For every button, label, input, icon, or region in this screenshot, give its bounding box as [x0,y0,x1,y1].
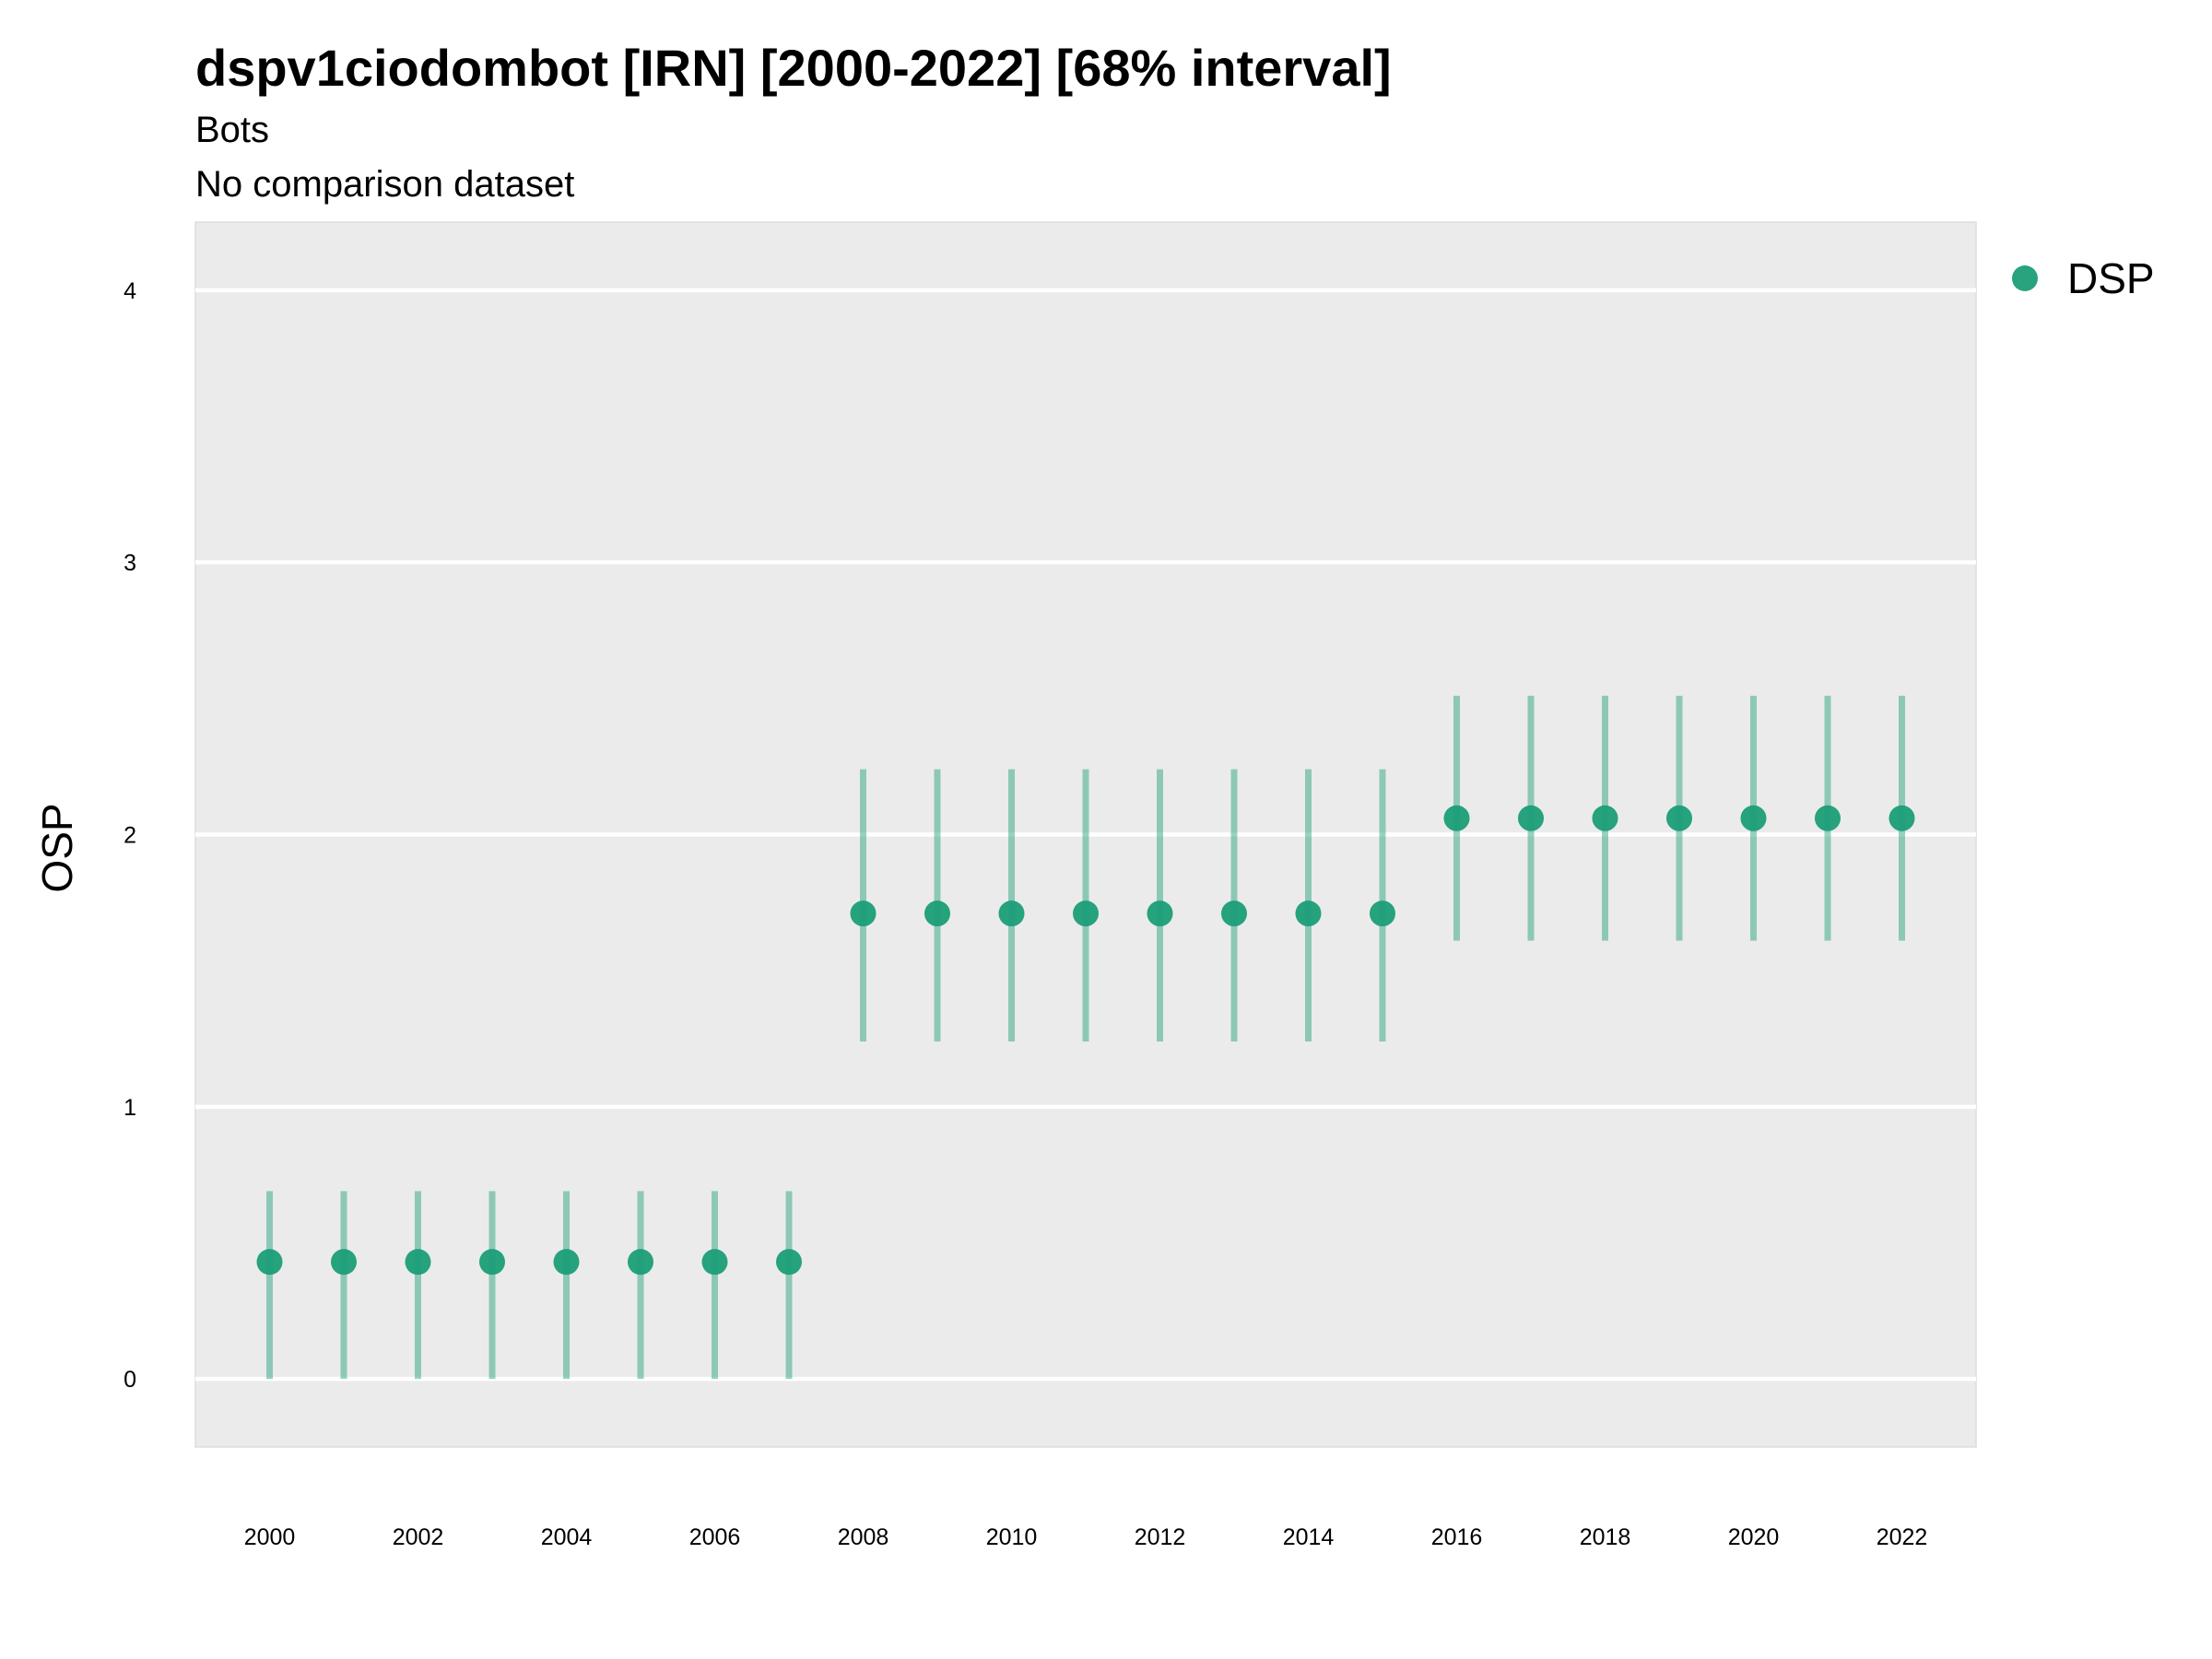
x-tick-label: 2004 [541,1524,593,1550]
x-tick-label: 2018 [1580,1524,1631,1550]
chart-title: dspv1ciodombot [IRN] [2000-2022] [68% in… [195,39,1392,97]
data-point [479,1249,505,1276]
chart-subtitle-line-2: No comparison dataset [195,164,574,205]
data-point [331,1249,357,1276]
x-tick-label: 2002 [393,1524,444,1550]
data-point [256,1249,283,1276]
data-point [1221,900,1247,927]
x-tick-label: 2014 [1283,1524,1335,1550]
legend-label-dsp: DSP [2067,254,2155,302]
data-point [1888,805,1915,831]
data-point [1370,900,1395,927]
y-axis-label: OSP [33,803,81,892]
y-tick-label: 2 [124,823,136,849]
data-point [776,1249,802,1276]
data-point [701,1249,728,1276]
y-tick-label: 4 [124,278,136,304]
data-point [1518,805,1544,831]
data-point [1740,805,1767,831]
data-point [405,1249,431,1276]
data-point [1443,805,1470,831]
data-point [1073,900,1099,927]
x-tick-label: 2000 [244,1524,296,1550]
x-tick-label: 2012 [1135,1524,1186,1550]
grid-lines [195,288,1976,1382]
chart-subtitle-line-1: Bots [195,110,269,150]
y-tick-label: 0 [124,1367,136,1393]
x-tick-label: 2010 [986,1524,1038,1550]
data-point [1666,805,1692,831]
data-point [1592,805,1618,831]
legend-key-dsp [2012,265,2038,291]
data-point [1147,900,1173,927]
y-axis-ticks: 0 1 2 3 4 [124,278,136,1393]
y-tick-label: 3 [124,550,136,576]
x-tick-label: 2006 [689,1524,741,1550]
data-point [553,1249,580,1276]
data-point [1295,900,1322,927]
x-axis-ticks: 2000 2002 2004 2006 2008 2010 2012 2014 2016 2018… [244,1524,1928,1550]
data-point [628,1249,653,1276]
y-tick-label: 1 [124,1095,136,1121]
data-marks [256,695,1915,1380]
x-tick-label: 2008 [838,1524,889,1550]
data-point [924,900,950,927]
data-point [850,900,877,927]
legend: DSP [2012,254,2155,302]
data-point [1815,805,1841,831]
x-tick-label: 2016 [1431,1524,1483,1550]
x-tick-label: 2022 [1877,1524,1928,1550]
x-tick-label: 2020 [1728,1524,1780,1550]
data-point [998,900,1025,927]
